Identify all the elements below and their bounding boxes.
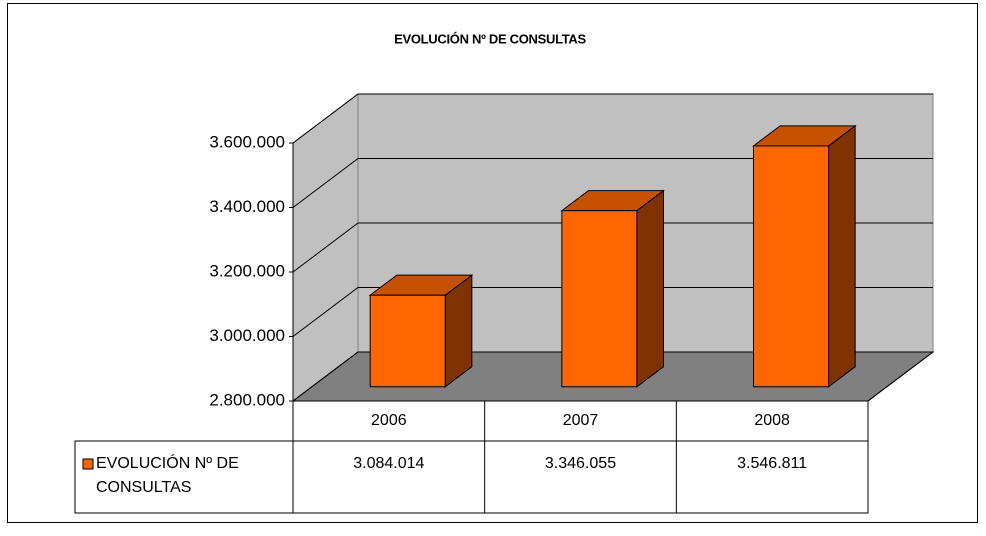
floor-edge — [867, 351, 934, 402]
table-value: 3.346.055 — [545, 455, 616, 472]
legend-swatch — [82, 458, 94, 470]
x-tick-label: 2008 — [754, 412, 790, 429]
bar — [753, 145, 830, 388]
bar-side — [828, 124, 856, 388]
bar — [561, 210, 638, 388]
x-tick-label: 2007 — [563, 412, 599, 429]
legend: EVOLUCIÓN Nº DE CONSULTAS — [96, 455, 239, 496]
chart-title: EVOLUCIÓN Nº DE CONSULTAS — [394, 31, 586, 46]
table-value: 3.546.811 — [737, 455, 807, 472]
x-tick-label: 2006 — [371, 412, 407, 429]
y-tick-label: 3.600.000 — [209, 132, 285, 151]
grid-line — [292, 93, 933, 144]
legend-label: EVOLUCIÓN Nº DE CONSULTAS — [96, 455, 239, 496]
grid-line — [292, 158, 933, 208]
grid-line — [292, 287, 933, 337]
bar — [369, 294, 446, 388]
bar-side — [636, 189, 664, 388]
table-value: 3.084.014 — [353, 455, 424, 472]
grid-line — [292, 222, 933, 273]
y-tick-label: 2.800.000 — [209, 390, 285, 409]
y-tick-label: 3.400.000 — [209, 197, 285, 216]
y-tick-label: 3.000.000 — [209, 326, 285, 345]
y-tick-label: 3.200.000 — [209, 261, 285, 280]
grid-line — [292, 351, 933, 402]
